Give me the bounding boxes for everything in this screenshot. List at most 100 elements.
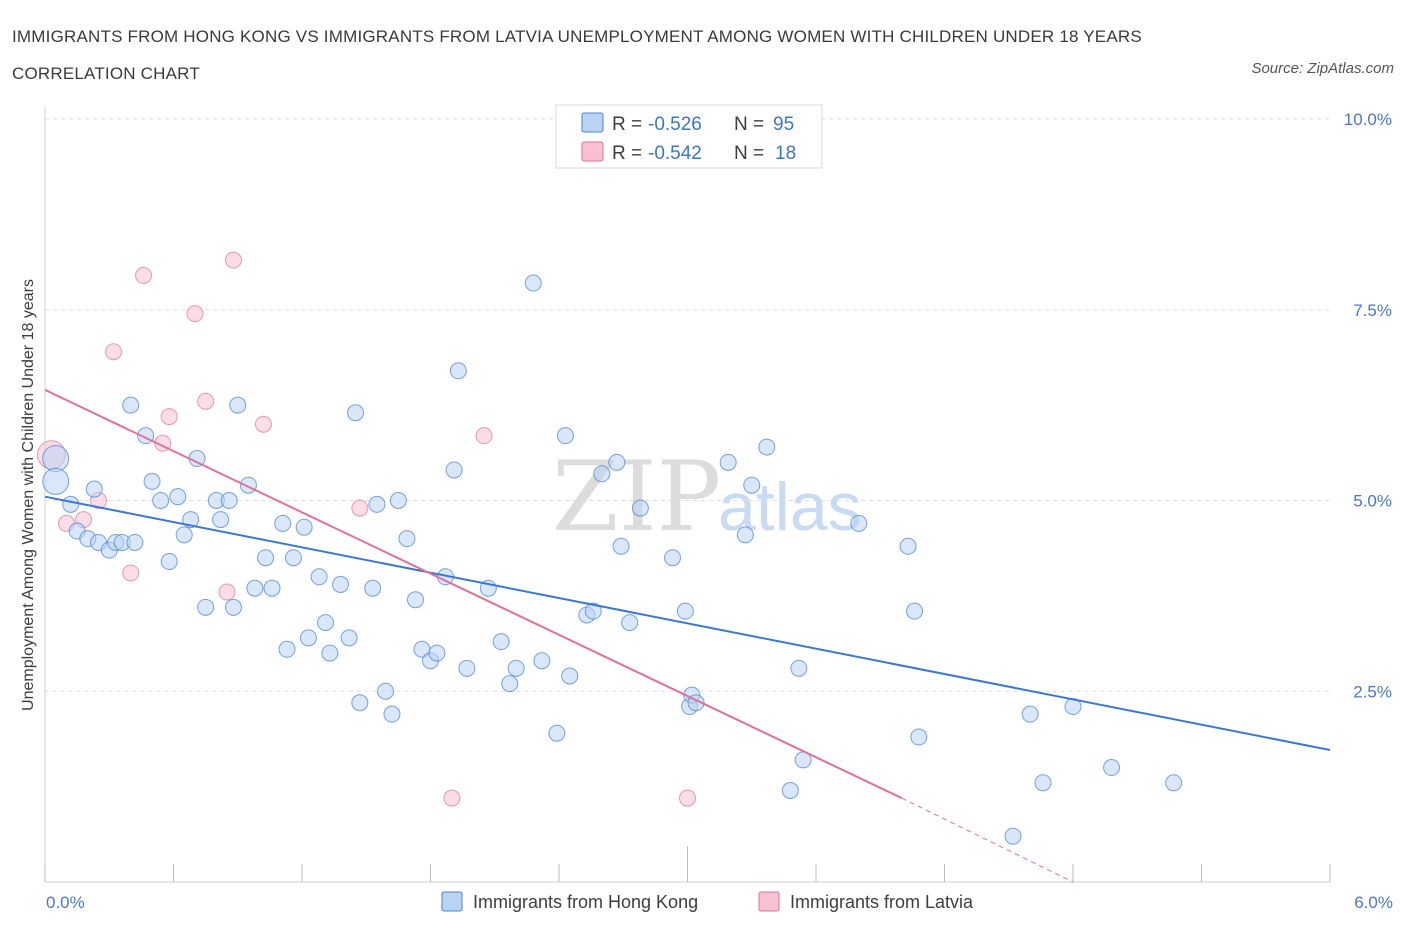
latvia-trend-extension (901, 797, 1074, 883)
hong-kong-point (295, 518, 313, 536)
legend-swatch-latvia (581, 141, 604, 162)
hong-kong-point (332, 575, 350, 593)
hong-kong-points (42, 274, 1183, 845)
hong-kong-point (501, 675, 519, 693)
hong-kong-point (351, 694, 369, 712)
y-tick-label: 7.5% (1353, 301, 1392, 320)
hong-kong-point (62, 495, 80, 513)
bottom-legend: Immigrants from Hong Kong Immigrants fro… (441, 891, 974, 912)
hong-kong-point (42, 467, 70, 495)
top-legend: R = -0.526 N = 95 R = -0.542 N = 18 (555, 104, 823, 169)
hong-kong-point (152, 492, 170, 509)
latvia-point (224, 251, 242, 269)
hong-kong-point (182, 511, 200, 529)
hong-kong-point (126, 533, 144, 551)
latvia-point (105, 343, 123, 361)
hong-kong-point (664, 549, 682, 567)
watermark-zip: ZIP (552, 441, 721, 553)
legend-n-value-hong-kong: 95 (773, 114, 794, 135)
hong-kong-trend-line (44, 495, 1331, 751)
hong-kong-point (743, 476, 761, 494)
latvia-point (186, 305, 204, 323)
hong-kong-point (850, 514, 868, 532)
latvia-point (135, 266, 153, 284)
hong-kong-point (584, 602, 602, 620)
hong-kong-point (524, 274, 542, 292)
hong-kong-point (169, 488, 187, 506)
y-tick-label: 10.0% (1344, 110, 1392, 129)
axes (44, 107, 1331, 883)
y-tick-label: 5.0% (1353, 492, 1392, 511)
legend-n-label-hong-kong: N = (734, 114, 764, 135)
legend-n-label-latvia: N = (734, 143, 764, 164)
hong-kong-point (175, 526, 193, 544)
hong-kong-point (428, 644, 446, 662)
latvia-point (160, 408, 178, 426)
trend-lines (44, 388, 1331, 883)
hong-kong-point (263, 579, 281, 597)
hong-kong-point (85, 480, 103, 498)
hong-kong-point (1021, 705, 1039, 723)
x-tick-label-max: 6.0% (1354, 893, 1393, 912)
hong-kong-point (224, 598, 242, 616)
hong-kong-point (197, 598, 215, 616)
bottom-legend-label-latvia: Immigrants from Latvia (790, 892, 974, 912)
hong-kong-point (321, 644, 339, 662)
hong-kong-point (347, 404, 365, 422)
hong-kong-point (458, 659, 476, 677)
bottom-legend-swatch-hong-kong (441, 891, 463, 912)
hong-kong-point (1004, 827, 1022, 845)
hong-kong-point (317, 614, 335, 632)
hong-kong-point (364, 579, 382, 597)
hong-kong-point (561, 667, 579, 685)
hong-kong-point (143, 472, 161, 490)
legend-r-label-latvia: R = (612, 143, 642, 164)
hong-kong-point (449, 362, 467, 380)
hong-kong-point (781, 781, 799, 799)
hong-kong-point (899, 537, 917, 555)
latvia-trend-line (44, 388, 903, 799)
hong-kong-point (310, 568, 328, 586)
hong-kong-point (229, 396, 247, 414)
hong-kong-point (906, 602, 924, 620)
hong-kong-point (368, 495, 386, 513)
hong-kong-point (299, 629, 317, 647)
hong-kong-point (274, 514, 292, 532)
latvia-point (679, 789, 696, 807)
hong-kong-point (383, 705, 401, 723)
latvia-point (254, 415, 272, 433)
hong-kong-point (676, 602, 694, 620)
legend-r-label-hong-kong: R = (612, 114, 642, 135)
y-tick-labels: 2.5% 5.0% 7.5% 10.0% (1344, 110, 1392, 701)
bottom-legend-label-hong-kong: Immigrants from Hong Kong (473, 892, 698, 912)
hong-kong-point (1165, 774, 1183, 792)
legend-n-value-latvia: 18 (775, 143, 796, 164)
hong-kong-point (608, 453, 626, 471)
latvia-point (122, 564, 140, 582)
hong-kong-point (377, 682, 395, 700)
hong-kong-point (621, 614, 639, 632)
y-axis-label: Unemployment Among Women with Children U… (20, 279, 37, 711)
hong-kong-point (246, 579, 264, 597)
hong-kong-point (533, 652, 551, 670)
hong-kong-point (42, 445, 70, 473)
hong-kong-point (257, 549, 275, 567)
latvia-point (443, 789, 461, 807)
hong-kong-point (278, 640, 296, 658)
chart-title: IMMIGRANTS FROM HONG KONG VS IMMIGRANTS … (12, 27, 1142, 83)
hong-kong-point (736, 526, 754, 544)
hong-kong-point (389, 492, 407, 509)
hong-kong-point (340, 629, 358, 647)
hong-kong-point (1103, 759, 1121, 777)
watermark: ZIP atlas (552, 441, 862, 553)
source-label: Source: ZipAtlas.com (1251, 60, 1394, 77)
hong-kong-point (407, 591, 425, 609)
hong-kong-point (548, 724, 566, 742)
hong-kong-point (758, 438, 776, 456)
hong-kong-point (910, 728, 928, 746)
bottom-legend-swatch-latvia (758, 891, 780, 912)
hong-kong-point (507, 659, 525, 677)
hong-kong-point (160, 553, 178, 571)
hong-kong-point (398, 530, 416, 548)
